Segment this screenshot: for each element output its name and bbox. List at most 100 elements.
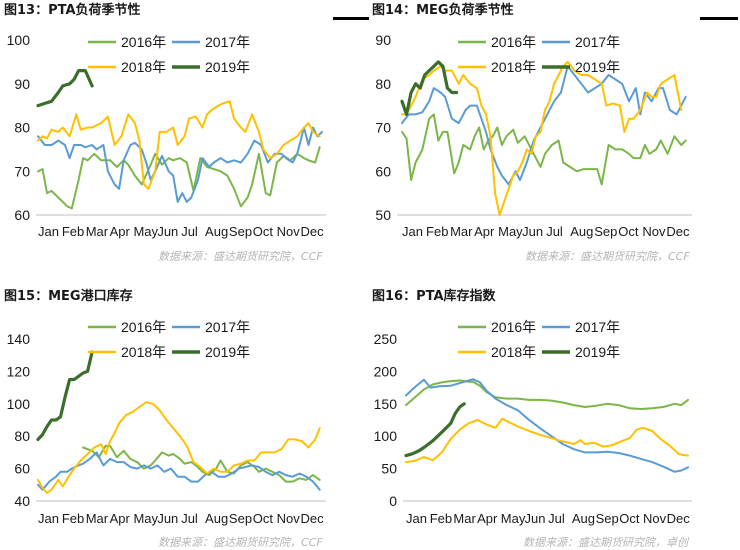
y-tick-label: 70 <box>14 163 30 179</box>
x-tick-label: Jan <box>402 224 423 239</box>
series-line-2016 <box>405 379 689 410</box>
y-tick-label: 80 <box>14 120 30 136</box>
x-tick-label: Aug <box>205 224 228 239</box>
x-tick-label: Jul <box>181 511 198 526</box>
x-tick-label: Jan <box>38 224 59 239</box>
x-tick-label: Aug <box>570 224 593 239</box>
x-tick-label: Nov <box>277 511 301 526</box>
x-tick-label: May <box>133 511 158 526</box>
x-tick-label: Sep <box>596 511 619 526</box>
x-tick-label: Feb <box>62 511 84 526</box>
series-line-2018 <box>37 401 321 494</box>
legend-label: 2016年 <box>121 319 166 335</box>
chart-panel-pta-load: 图13：PTA负荷季节性 60 70 80 90 100 Jan Feb Mar Apr May J… <box>0 0 370 270</box>
legend-label: 2019年 <box>575 344 620 360</box>
x-tick-label: Jun <box>524 511 545 526</box>
x-tick-label: Mar <box>450 224 473 239</box>
x-tick-label: Feb <box>430 511 452 526</box>
series-line-2018 <box>405 417 689 464</box>
legend-label: 2018年 <box>121 344 166 360</box>
legend-label: 2019年 <box>205 59 250 75</box>
x-tick-label: Jan <box>406 511 427 526</box>
y-tick-label: 150 <box>374 396 398 412</box>
x-tick-label: Aug <box>572 511 595 526</box>
x-tick-label: Jun <box>157 224 178 239</box>
y-tick-label: 90 <box>375 32 391 48</box>
y-tick-label: 60 <box>14 207 30 223</box>
y-tick-label: 100 <box>7 396 31 412</box>
x-tick-label: Sep <box>229 224 252 239</box>
series-line-2018 <box>401 60 683 216</box>
x-tick-label: Apr <box>110 511 131 526</box>
source-note: 数据来源：盛达期货研究院，CCF <box>158 250 323 263</box>
x-tick-label: Mar <box>453 511 476 526</box>
x-tick-label: Jan <box>38 511 59 526</box>
x-tick-label: Oct <box>253 224 274 239</box>
x-tick-label: Nov <box>643 511 667 526</box>
x-tick-label: Nov <box>642 224 666 239</box>
x-tick-label: Oct <box>619 511 640 526</box>
chart-plot: 40 60 80 100 120 140 Jan Feb Mar Apr May Jun Jul Aug S… <box>7 319 326 526</box>
x-tick-label: May <box>501 511 526 526</box>
series-line-2017 <box>37 451 321 491</box>
series-line-2019 <box>36 68 94 108</box>
legend-label: 2017年 <box>205 34 250 50</box>
series-line-2016 <box>37 146 321 210</box>
x-tick-label: Oct <box>618 224 639 239</box>
x-tick-label: May <box>133 224 158 239</box>
chart-title: 图13：PTA负荷季节性 <box>4 3 141 18</box>
y-tick-label: 70 <box>375 120 391 136</box>
legend-label: 2016年 <box>491 34 536 50</box>
source-note: 数据来源：盛达期货研究院，CCF <box>525 250 690 263</box>
legend-label: 2016年 <box>121 34 166 50</box>
x-tick-label: Sep <box>594 224 617 239</box>
chart-title: 图15：MEG港口库存 <box>4 289 133 304</box>
x-tick-label: Feb <box>426 224 448 239</box>
x-tick-label: Jul <box>181 224 198 239</box>
x-tick-label: Dec <box>666 224 690 239</box>
y-tick-label: 40 <box>14 493 30 509</box>
x-tick-label: Jul <box>546 224 563 239</box>
legend-label: 2017年 <box>575 319 620 335</box>
title-underline <box>333 17 369 20</box>
y-tick-label: 200 <box>374 363 398 379</box>
x-tick-label: Dec <box>667 511 691 526</box>
x-tick-label: Oct <box>253 511 274 526</box>
y-tick-label: 100 <box>7 32 31 48</box>
y-tick-label: 80 <box>375 76 391 92</box>
series-line-2019 <box>404 402 466 458</box>
x-tick-label: Sep <box>229 511 252 526</box>
x-tick-label: Apr <box>474 224 495 239</box>
legend-label: 2017年 <box>205 319 250 335</box>
legend-label: 2019年 <box>205 344 250 360</box>
y-tick-label: 90 <box>14 76 30 92</box>
y-tick-label: 140 <box>7 331 31 347</box>
x-tick-label: Nov <box>277 224 301 239</box>
x-tick-label: Apr <box>110 224 131 239</box>
y-tick-label: 80 <box>14 428 30 444</box>
y-tick-label: 0 <box>389 493 397 509</box>
y-tick-label: 120 <box>7 363 31 379</box>
source-note: 数据来源：盛达期货研究院，卓创 <box>523 536 688 549</box>
chart-plot: 50 60 70 80 90 Jan Feb Mar Apr May Jun Jul Aug Sep Oct… <box>375 32 692 239</box>
chart-plot: 0 50 100 150 200 250 Jan Feb Mar Apr May Jun Jul Aug S… <box>374 319 692 526</box>
x-tick-label: Jun <box>157 511 178 526</box>
x-tick-label: Mar <box>86 224 109 239</box>
x-tick-label: Mar <box>86 511 109 526</box>
series-line-2017 <box>405 378 689 473</box>
chart-title: 图16：PTA库存指数 <box>372 289 496 304</box>
y-tick-label: 250 <box>374 331 398 347</box>
series-line-2017 <box>401 65 687 186</box>
source-note: 数据来源：盛达期货研究院，CCF <box>158 536 323 549</box>
chart-panel-meg-port-inventory: 图15：MEG港口库存 40 60 80 100 120 140 Jan Feb Mar Apr M… <box>0 280 370 549</box>
x-tick-label: Dec <box>301 224 325 239</box>
y-tick-label: 60 <box>14 461 30 477</box>
series-line-2016 <box>401 113 687 186</box>
y-tick-label: 50 <box>381 461 397 477</box>
x-tick-label: Dec <box>301 511 325 526</box>
legend-label: 2017年 <box>575 34 620 50</box>
series-line-2016 <box>82 444 321 483</box>
y-tick-label: 60 <box>375 163 391 179</box>
chart-panel-pta-inventory-index: 图16：PTA库存指数 0 50 100 150 200 250 Jan Feb Mar Apr M… <box>370 280 740 549</box>
x-tick-label: Jun <box>522 224 543 239</box>
